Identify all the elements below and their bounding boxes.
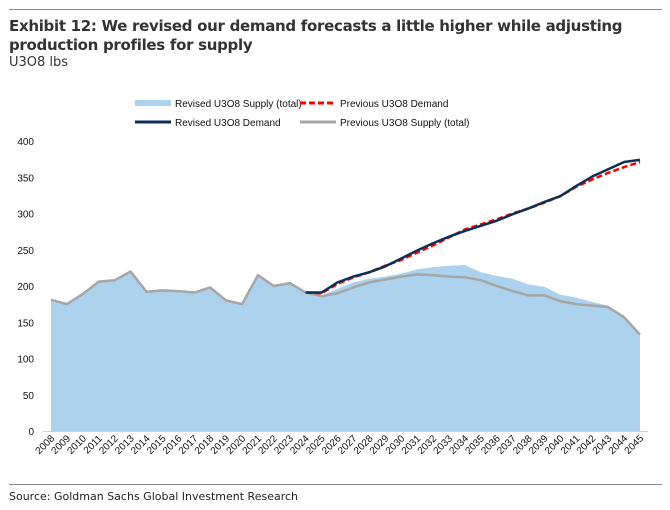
- legend-label: Revised U3O8 Demand: [175, 118, 281, 129]
- y-tick-label: 300: [17, 210, 34, 221]
- y-tick-label: 0: [28, 427, 34, 438]
- top-rule: [9, 9, 662, 10]
- source-note: Source: Goldman Sachs Global Investment …: [9, 490, 299, 503]
- y-tick-label: 250: [17, 246, 34, 257]
- series-line-previous-u3o8-supply-total-: [50, 270, 641, 336]
- y-tick-label: 350: [17, 173, 34, 184]
- y-tick-label: 200: [17, 282, 34, 293]
- bottom-rule: [9, 484, 662, 485]
- y-tick-label: 100: [17, 355, 34, 366]
- series-area-revised-supply: [51, 264, 640, 431]
- legend-label: Previous U3O8 Demand: [340, 99, 448, 110]
- legend-label: Previous U3O8 Supply (total): [340, 118, 470, 129]
- legend-label: Revised U3O8 Supply (total): [175, 99, 302, 110]
- chart-title: Exhibit 12: We revised our demand foreca…: [9, 17, 623, 54]
- y-tick-label: 400: [17, 137, 34, 148]
- chart-subtitle: U3O8 lbs: [9, 55, 69, 70]
- series-line-revised-u3o8-demand: [305, 158, 641, 294]
- y-tick-label: 150: [17, 318, 34, 329]
- y-tick-label: 50: [23, 391, 35, 402]
- x-tick-label: 2045: [623, 433, 647, 457]
- chart: 0501001502002503003504002008200920102011…: [17, 99, 648, 457]
